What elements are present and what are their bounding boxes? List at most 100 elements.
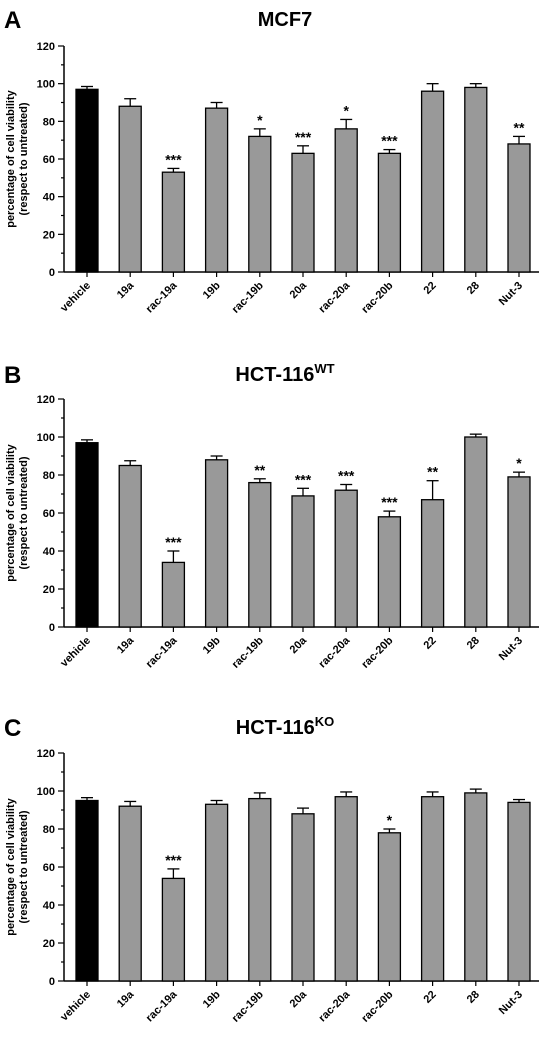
y-axis-label-line-2: (respect to untreated) [18, 102, 30, 215]
bar-19b [204, 459, 229, 628]
bar-Nut-3 [507, 801, 531, 982]
bar-vehicle [75, 88, 99, 273]
bar-19a [118, 805, 142, 982]
bar-20a [291, 152, 315, 273]
x-tick-label-22: 22 [422, 280, 439, 297]
panel-c: C HCT-116KO percentage of cell viability (r… [4, 714, 539, 1025]
bar-28 [464, 792, 488, 982]
significance-Nut-3: ** [514, 119, 525, 135]
panel-a: A MCF7 percentage of cell viability (respec… [4, 7, 539, 316]
bar-rac-19b [248, 797, 272, 982]
y-tick-label: 20 [43, 938, 55, 950]
chart-title: HCT-116WT [235, 361, 334, 386]
x-tick-label-rac-19b: rac-19b [230, 634, 266, 670]
significance-20a: *** [295, 129, 312, 145]
y-tick-label: 40 [43, 192, 55, 204]
x-tick-label-22: 22 [422, 635, 439, 652]
chart-title-main: HCT-116 [236, 717, 315, 739]
bar-19a [118, 464, 142, 628]
significance-rac-19a: *** [165, 151, 182, 167]
panel-b: B HCT-116WT percentage of cell viability (r… [4, 361, 539, 671]
panel-letter: A [4, 7, 21, 34]
x-tick-label-vehicle: vehicle [58, 635, 93, 670]
bar-rac-19a [161, 561, 186, 628]
significance-rac-19a: *** [165, 852, 182, 868]
x-tick-label-22: 22 [422, 989, 439, 1006]
x-tick-label-19b: 19b [201, 279, 223, 301]
y-tick-label: 0 [49, 622, 55, 634]
y-axis-label-line-1: percentage of cell viability [5, 443, 17, 581]
chart-title: HCT-116KO [236, 714, 334, 739]
bar-22 [420, 499, 445, 628]
chart-title: MCF7 [258, 9, 312, 31]
y-tick-label: 100 [37, 786, 55, 798]
chart-title-main: HCT-116 [235, 364, 314, 386]
bar-22 [420, 796, 445, 982]
y-tick-label: 120 [37, 394, 55, 406]
y-tick-label: 20 [43, 229, 55, 241]
y-tick-label: 120 [37, 41, 55, 53]
x-tick-label-Nut-3: Nut-3 [497, 989, 525, 1017]
y-tick-label: 40 [43, 900, 55, 912]
x-tick-label-rac-19a: rac-19a [144, 279, 180, 315]
bar-rac-20b [377, 832, 402, 982]
y-axis-label-line-1: percentage of cell viability [5, 89, 17, 227]
bar-28 [464, 86, 488, 273]
y-tick-label: 40 [43, 546, 55, 558]
x-tick-label-vehicle: vehicle [58, 989, 93, 1024]
y-axis-label-line-2: (respect to untreated) [18, 456, 30, 569]
x-tick-label-20a: 20a [288, 988, 310, 1010]
bar-28 [464, 436, 488, 628]
x-tick-label-20a: 20a [288, 279, 310, 301]
x-tick-label-rac-19b: rac-19b [230, 988, 266, 1024]
bar-rac-20a [334, 128, 358, 273]
significance-rac-20b: *** [381, 133, 398, 149]
x-tick-label-rac-20b: rac-20b [359, 279, 395, 315]
x-tick-label-rac-20a: rac-20a [317, 988, 353, 1024]
y-tick-label: 120 [37, 748, 55, 760]
x-tick-label-20a: 20a [288, 634, 310, 656]
bar-19b [204, 803, 229, 982]
bar-19b [204, 107, 229, 273]
x-tick-label-19b: 19b [201, 988, 223, 1010]
x-tick-label-28: 28 [465, 280, 482, 297]
x-tick-label-19b: 19b [201, 634, 223, 656]
x-tick-label-rac-20a: rac-20a [317, 634, 353, 670]
x-tick-label-rac-20b: rac-20b [359, 634, 395, 670]
y-tick-label: 80 [43, 470, 55, 482]
x-tick-label-rac-20a: rac-20a [317, 279, 353, 315]
y-tick-label: 100 [37, 432, 55, 444]
bar-rac-19b [248, 135, 272, 273]
bar-19a [118, 105, 142, 273]
significance-rac-19a: *** [165, 534, 182, 550]
x-tick-label-rac-19b: rac-19b [230, 279, 266, 315]
significance-Nut-3: * [516, 455, 522, 471]
bar-rac-19a [161, 171, 186, 273]
bar-Nut-3 [507, 143, 531, 273]
x-tick-label-28: 28 [465, 989, 482, 1006]
bar-20a [291, 813, 315, 982]
y-tick-label: 60 [43, 862, 55, 874]
y-tick-label: 80 [43, 116, 55, 128]
x-tick-label-Nut-3: Nut-3 [497, 280, 525, 308]
chart-title-superscript: KO [315, 714, 335, 729]
significance-rac-20b: *** [381, 494, 398, 510]
bar-rac-20a [334, 796, 358, 982]
y-tick-label: 0 [49, 976, 55, 988]
significance-rac-20a: *** [338, 468, 355, 484]
bar-rac-20b [377, 516, 402, 628]
y-tick-label: 0 [49, 267, 55, 279]
bar-20a [291, 495, 315, 628]
significance-rac-19b: ** [254, 462, 265, 478]
x-tick-label-19a: 19a [115, 988, 137, 1010]
bar-rac-20b [377, 152, 402, 273]
significance-22: ** [427, 464, 438, 480]
x-tick-label-28: 28 [465, 635, 482, 652]
panel-letter: B [4, 362, 21, 389]
x-tick-label-vehicle: vehicle [58, 280, 93, 315]
x-tick-label-rac-20b: rac-20b [359, 988, 395, 1024]
chart-title-superscript: WT [314, 361, 334, 376]
bar-Nut-3 [507, 476, 531, 628]
y-tick-label: 60 [43, 154, 55, 166]
